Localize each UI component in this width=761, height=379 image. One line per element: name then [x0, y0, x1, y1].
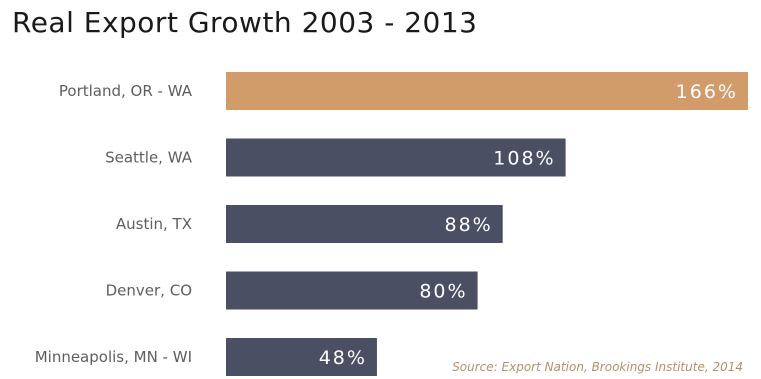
bar-value-label: 108% [493, 148, 555, 170]
category-label: Minneapolis, MN - WI [35, 348, 192, 366]
bar-value-label: 88% [444, 214, 492, 236]
bar [226, 205, 503, 243]
bar [226, 271, 478, 310]
category-label: Denver, CO [106, 282, 192, 300]
bar-value-label: 80% [419, 281, 467, 303]
bar [226, 138, 566, 177]
bar [226, 338, 377, 376]
bar [226, 72, 748, 110]
category-label: Austin, TX [116, 215, 192, 233]
bar-value-label: 48% [319, 347, 367, 369]
bar-value-label: 166% [676, 81, 738, 103]
chart-title: Real Export Growth 2003 - 2013 [12, 6, 478, 39]
category-label: Seattle, WA [105, 149, 193, 167]
source-note: Source: Export Nation, Brookings Institu… [452, 360, 743, 374]
category-label: Portland, OR - WA [59, 82, 193, 100]
